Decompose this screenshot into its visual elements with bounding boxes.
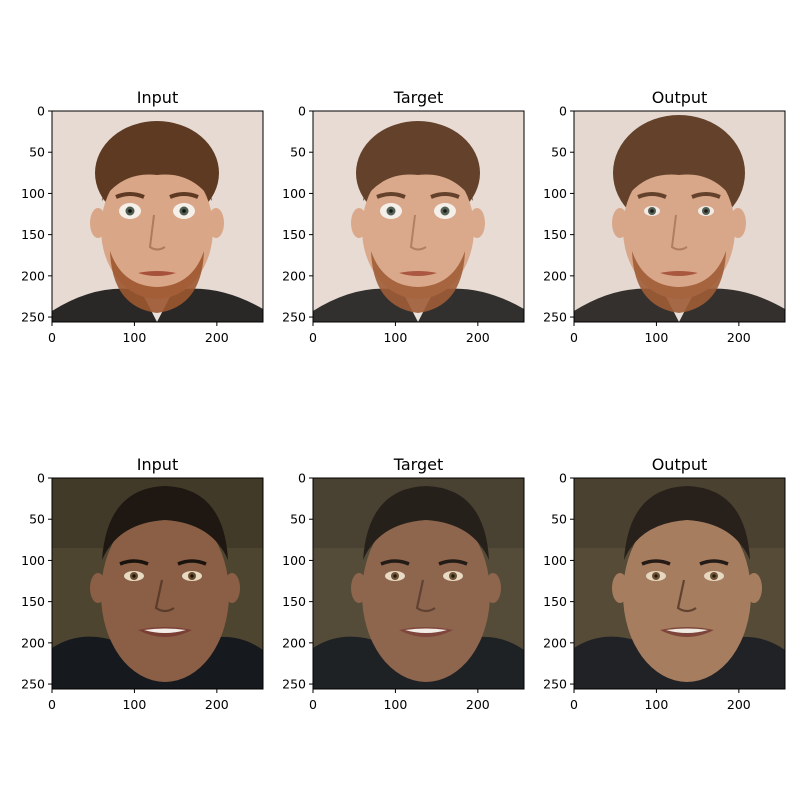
y-tick-label: 0 [37, 471, 45, 486]
y-tick-label: 250 [282, 677, 306, 692]
axes-frame [573, 110, 786, 323]
y-tick-label: 100 [282, 186, 306, 201]
y-tick-label: 100 [282, 553, 306, 568]
face-photo [574, 478, 785, 689]
panel-title: Input [137, 455, 178, 474]
x-tick-label: 100 [122, 697, 146, 712]
face-shape [623, 506, 751, 682]
y-tick-label: 250 [543, 310, 567, 325]
y-tick-label: 100 [543, 186, 567, 201]
x-tick-label: 200 [466, 330, 490, 345]
x-tick-label: 0 [309, 697, 317, 712]
x-tick-label: 100 [644, 330, 668, 345]
y-tick-label: 200 [543, 268, 567, 283]
y-tick-label: 250 [21, 677, 45, 692]
hair-shape [102, 486, 228, 560]
axes-frame [51, 110, 264, 323]
axes-frame [312, 477, 525, 690]
face-photo [313, 111, 524, 322]
y-tick-label: 200 [282, 268, 306, 283]
face-photo [52, 478, 263, 689]
y-tick-label: 50 [29, 145, 45, 160]
y-tick-label: 50 [29, 512, 45, 527]
y-tick-label: 0 [298, 104, 306, 119]
axes-frame [51, 477, 264, 690]
x-tick-label: 200 [205, 697, 229, 712]
face-photo [52, 111, 263, 322]
panel-title: Output [652, 455, 708, 474]
x-tick-label: 100 [383, 330, 407, 345]
x-tick-label: 200 [727, 330, 751, 345]
y-tick-label: 0 [298, 471, 306, 486]
x-tick-label: 100 [383, 697, 407, 712]
y-tick-label: 250 [21, 310, 45, 325]
y-tick-label: 50 [290, 512, 306, 527]
x-tick-label: 0 [309, 330, 317, 345]
panel-title: Target [393, 88, 444, 107]
beard-shape [371, 251, 465, 313]
y-tick-label: 50 [551, 145, 567, 160]
beard-shape [632, 251, 726, 313]
y-tick-label: 0 [37, 104, 45, 119]
x-tick-label: 200 [205, 330, 229, 345]
hair-shape [363, 486, 489, 560]
x-tick-label: 0 [48, 697, 56, 712]
x-tick-label: 200 [727, 697, 751, 712]
x-tick-label: 200 [466, 697, 490, 712]
y-tick-label: 150 [543, 594, 567, 609]
x-tick-label: 0 [570, 697, 578, 712]
y-tick-label: 50 [290, 145, 306, 160]
y-tick-label: 250 [282, 310, 306, 325]
y-tick-label: 0 [559, 471, 567, 486]
y-tick-label: 0 [559, 104, 567, 119]
y-tick-label: 150 [282, 594, 306, 609]
y-tick-label: 100 [543, 553, 567, 568]
y-tick-label: 150 [543, 227, 567, 242]
x-tick-label: 0 [570, 330, 578, 345]
y-tick-label: 200 [282, 635, 306, 650]
x-tick-label: 100 [122, 330, 146, 345]
y-tick-label: 100 [21, 553, 45, 568]
y-tick-label: 50 [551, 512, 567, 527]
x-tick-label: 100 [644, 697, 668, 712]
y-tick-label: 100 [21, 186, 45, 201]
axes-frame [573, 477, 786, 690]
face-shape [362, 506, 490, 682]
panel-title: Input [137, 88, 178, 107]
y-tick-label: 200 [21, 268, 45, 283]
y-tick-label: 200 [21, 635, 45, 650]
x-tick-label: 0 [48, 330, 56, 345]
face-shape [101, 506, 229, 682]
panel-title: Output [652, 88, 708, 107]
y-tick-label: 250 [543, 677, 567, 692]
beard-shape [110, 251, 204, 313]
axes-frame [312, 110, 525, 323]
panel-title: Target [393, 455, 444, 474]
y-tick-label: 150 [282, 227, 306, 242]
hair-shape [624, 486, 750, 560]
y-tick-label: 150 [21, 594, 45, 609]
face-photo [313, 478, 524, 689]
y-tick-label: 150 [21, 227, 45, 242]
face-photo [574, 111, 785, 322]
y-tick-label: 200 [543, 635, 567, 650]
